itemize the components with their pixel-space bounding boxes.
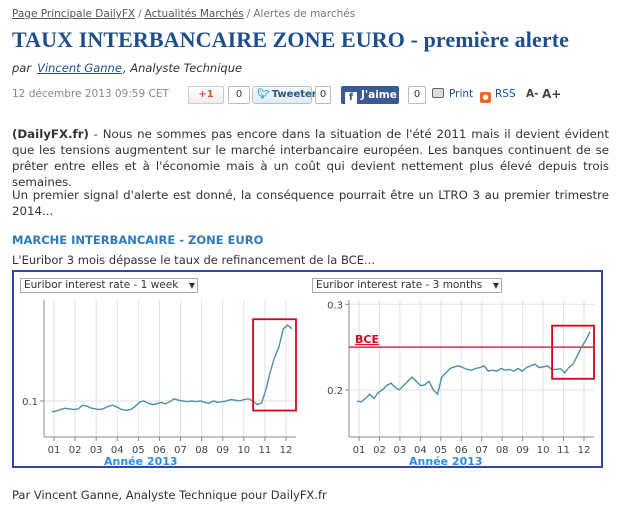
source-tag: (DailyFX.fr): [12, 127, 89, 141]
x-tick-label: 01: [353, 445, 366, 456]
google-plus-icon: +1: [198, 89, 214, 100]
font-increase-button[interactable]: A+: [542, 87, 562, 101]
euribor-1-week-select-value: Euribor interest rate - 1 week: [24, 279, 179, 291]
y-tick-label: 0.1: [22, 397, 38, 408]
x-tick-label: 09: [216, 445, 229, 456]
x-tick-label: 06: [153, 445, 166, 456]
rss-icon: ●: [480, 92, 491, 103]
y-tick-label: 0.3: [327, 300, 343, 311]
x-axis-title: Année 2013: [104, 455, 178, 468]
print-link[interactable]: Print: [432, 88, 473, 100]
author-footer: Par Vincent Ganne, Analyste Technique po…: [12, 488, 327, 502]
x-tick-label: 05: [434, 445, 447, 456]
x-tick-label: 07: [475, 445, 488, 456]
plot-area: 01 02 03 04 05 06 07 08 09 10 11 12 0.1 Année 2013: [14, 272, 304, 468]
article-paragraph-1: (DailyFX.fr) - Nous ne sommes pas encore…: [12, 126, 609, 190]
breadcrumb-current: Alertes de marchés: [253, 8, 356, 20]
byline: par Vincent Ganne, Analyste Technique: [12, 61, 242, 75]
printer-icon: [432, 88, 444, 98]
highlight-box: [551, 324, 595, 380]
series-line: [356, 331, 591, 403]
x-tick-label: 12: [578, 445, 591, 456]
plot-area: 01 02 03 04 05 06 07 08 09 10 11 12 0.2 0.3 BCE Année 2…: [304, 272, 601, 468]
article-meta-bar: 12 décembre 2013 09:59 CET +1 0 🐦︎ Tweete…: [12, 86, 612, 106]
x-tick-label: 02: [373, 445, 386, 456]
series-line: [51, 324, 293, 413]
chart-svg: 01 02 03 04 05 06 07 08 09 10 11 12 0.1 Année 2013: [22, 300, 297, 468]
euribor-3-months-chart: Euribor interest rate - 3 months ▼ 01 02 0…: [304, 272, 601, 468]
x-axis-title: Année 2013: [409, 455, 483, 468]
x-tick-label: 04: [414, 445, 427, 456]
author-role: , Analyste Technique: [122, 61, 243, 75]
facebook-like-button[interactable]: f J'aime: [341, 86, 399, 104]
bce-label: BCE: [355, 333, 379, 346]
euribor-3-months-select-value: Euribor interest rate - 3 months: [316, 279, 483, 291]
tweet-button-label: Tweeter: [271, 89, 317, 100]
facebook-icon: f: [345, 92, 357, 104]
euribor-3-months-select[interactable]: Euribor interest rate - 3 months ▼: [312, 278, 502, 293]
author-link[interactable]: Vincent Ganne: [37, 61, 122, 75]
breadcrumb-home-link[interactable]: Page Principale DailyFX: [12, 8, 136, 20]
breadcrumb-section-link[interactable]: Actualités Marchés: [144, 8, 244, 20]
chart-svg: 01 02 03 04 05 06 07 08 09 10 11 12 0.2 0.3 BCE Année 2…: [327, 300, 595, 468]
rss-label: RSS: [495, 88, 516, 100]
x-tick-label: 03: [394, 445, 407, 456]
breadcrumb-separator: /: [138, 8, 142, 20]
tweet-count: 0: [315, 86, 331, 104]
section-subheading: MARCHE INTERBANCAIRE - ZONE EURO: [12, 233, 264, 247]
x-tick-label: 10: [237, 445, 250, 456]
chevron-down-icon: ▼: [188, 281, 195, 290]
euribor-charts-image: Euribor interest rate - 1 week ▼ 01 02 03 0…: [12, 270, 603, 468]
paragraph-1-text: - Nous ne sommes pas encore dans la situ…: [12, 127, 609, 189]
x-tick-label: 07: [174, 445, 187, 456]
x-tick-label: 01: [48, 445, 61, 456]
page-title: TAUX INTERBANCAIRE ZONE EURO - première …: [12, 27, 570, 52]
x-tick-label: 09: [516, 445, 529, 456]
tweet-button[interactable]: 🐦︎ Tweeter: [252, 86, 317, 104]
x-tick-label: 08: [496, 445, 509, 456]
rss-link[interactable]: ● RSS: [480, 88, 516, 103]
google-plus-button[interactable]: +1: [188, 86, 224, 104]
article-paragraph-2: Un premier signal d'alerte est donné, la…: [12, 188, 609, 218]
facebook-like-label: J'aime: [361, 89, 397, 101]
euribor-1-week-select[interactable]: Euribor interest rate - 1 week ▼: [20, 278, 198, 293]
x-tick-label: 02: [69, 445, 82, 456]
highlight-box: [252, 318, 297, 412]
x-tick-label: 05: [132, 445, 145, 456]
google-plus-count: 0: [228, 86, 250, 104]
x-tick-label: 04: [111, 445, 124, 456]
chart-caption: L'Euribor 3 mois dépasse le taux de refi…: [12, 253, 375, 267]
print-label: Print: [449, 88, 474, 100]
x-tick-label: 06: [455, 445, 468, 456]
x-tick-label: 08: [195, 445, 208, 456]
x-tick-label: 12: [280, 445, 293, 456]
font-decrease-button[interactable]: A-: [526, 88, 539, 100]
y-tick-label: 0.2: [327, 386, 343, 397]
publish-date: 12 décembre 2013 09:59 CET: [12, 88, 169, 100]
byline-prefix: par: [12, 61, 32, 75]
x-tick-label: 11: [557, 445, 570, 456]
x-tick-label: 03: [90, 445, 103, 456]
x-tick-label: 11: [259, 445, 272, 456]
x-tick-label: 10: [537, 445, 550, 456]
breadcrumb-separator: /: [246, 8, 251, 20]
breadcrumb: Page Principale DailyFX / Actualités March…: [12, 8, 355, 20]
euribor-1-week-chart: Euribor interest rate - 1 week ▼ 01 02 03 0…: [14, 272, 304, 468]
twitter-bird-icon: 🐦︎: [257, 89, 270, 100]
chevron-down-icon: ▼: [492, 281, 499, 290]
facebook-like-count: 0: [408, 86, 426, 104]
